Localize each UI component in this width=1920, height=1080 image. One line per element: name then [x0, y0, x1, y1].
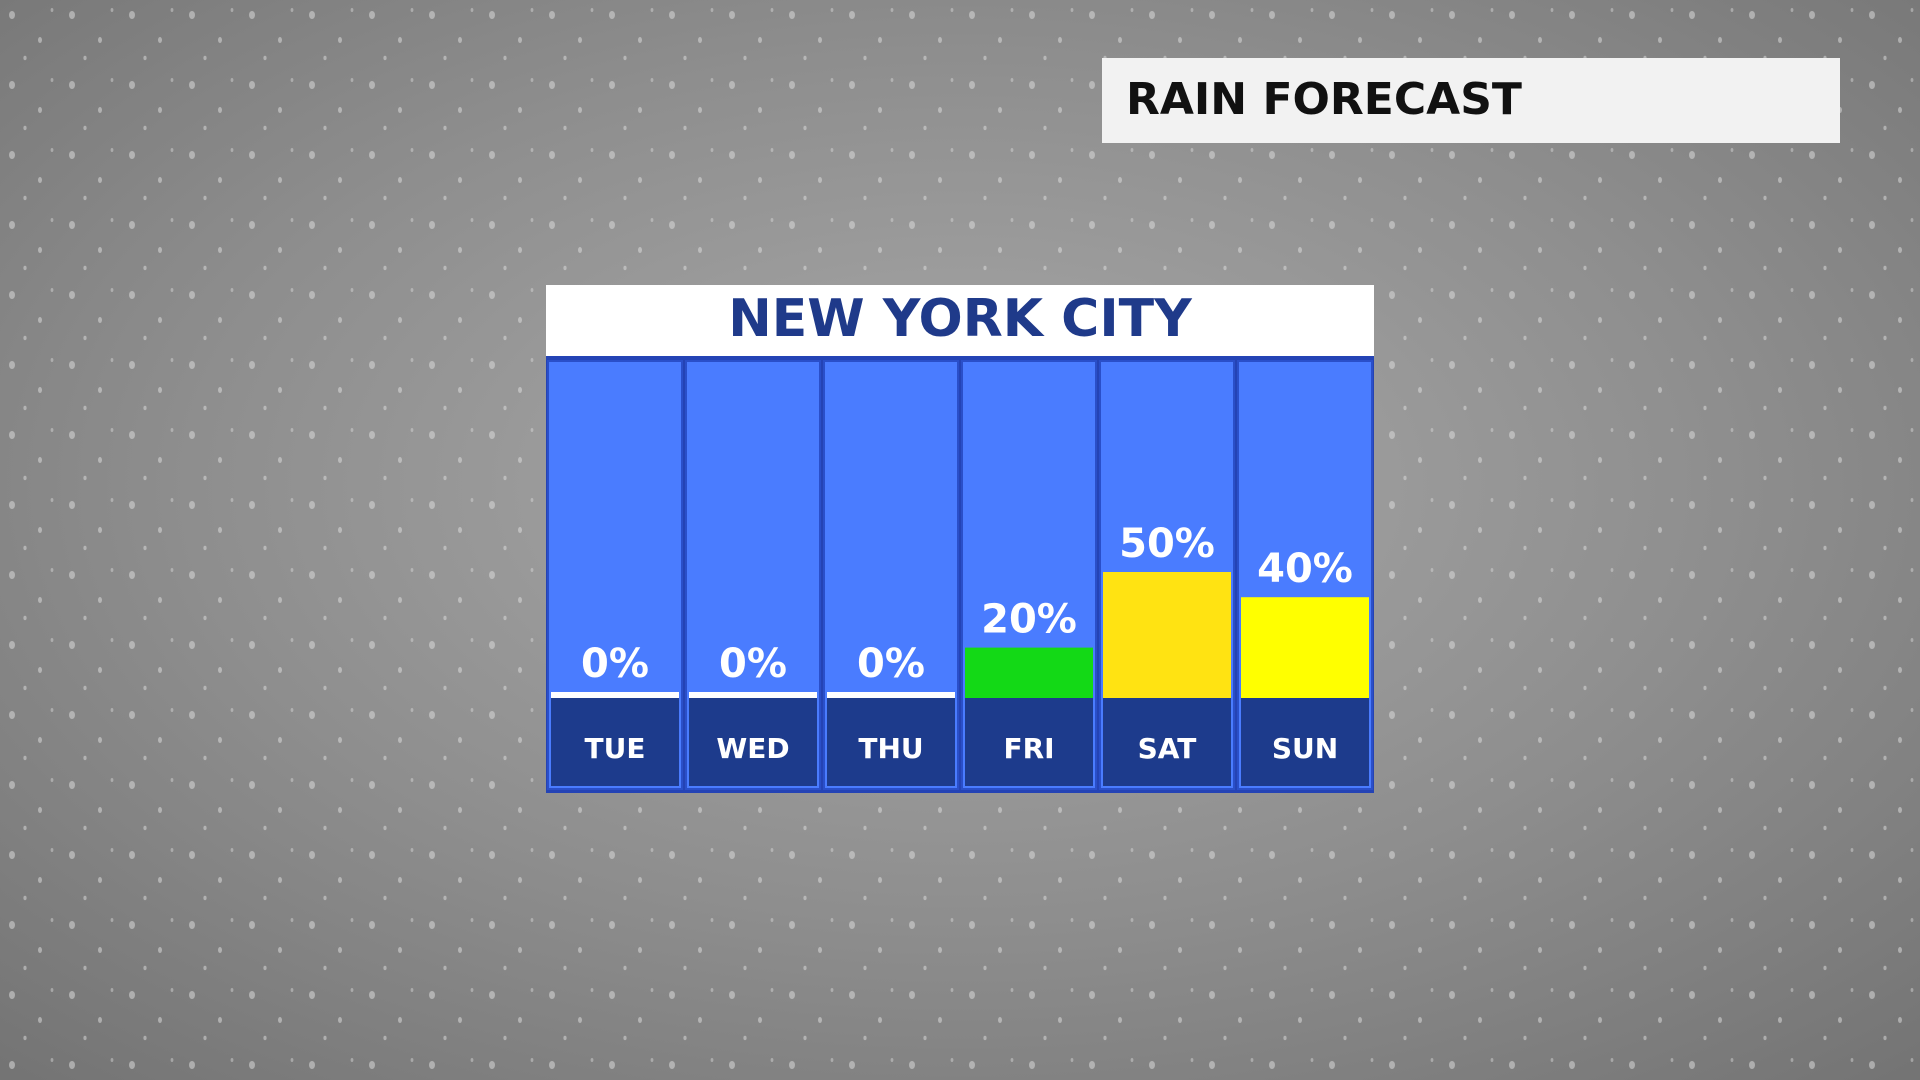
day-label: SUN [1272, 732, 1338, 765]
value-label: 40% [1257, 546, 1353, 592]
day-box [965, 698, 1093, 786]
chart-panel [546, 285, 1374, 793]
chart-title-box [546, 285, 1374, 356]
header-box [1102, 58, 1840, 143]
value-label: 50% [1119, 521, 1215, 567]
bar [827, 692, 955, 698]
header-title: RAIN FORECAST [1126, 74, 1522, 125]
day-box [551, 698, 679, 786]
day-box [1103, 698, 1231, 786]
value-label: 0% [581, 641, 649, 687]
day-label: TUE [585, 732, 646, 765]
value-label: 0% [719, 641, 787, 687]
day-box [689, 698, 817, 786]
bar [1241, 597, 1369, 698]
bar [965, 647, 1093, 698]
day-label: FRI [1003, 732, 1054, 765]
day-label: THU [858, 732, 923, 765]
day-box [1241, 698, 1369, 786]
value-label: 20% [981, 597, 1077, 643]
bar [1103, 572, 1231, 698]
day-label: WED [716, 732, 789, 765]
day-box [827, 698, 955, 786]
bar [551, 692, 679, 698]
chart-title: NEW YORK CITY [728, 289, 1193, 349]
day-label: SAT [1138, 732, 1197, 765]
value-label: 0% [857, 641, 925, 687]
bar [689, 692, 817, 698]
